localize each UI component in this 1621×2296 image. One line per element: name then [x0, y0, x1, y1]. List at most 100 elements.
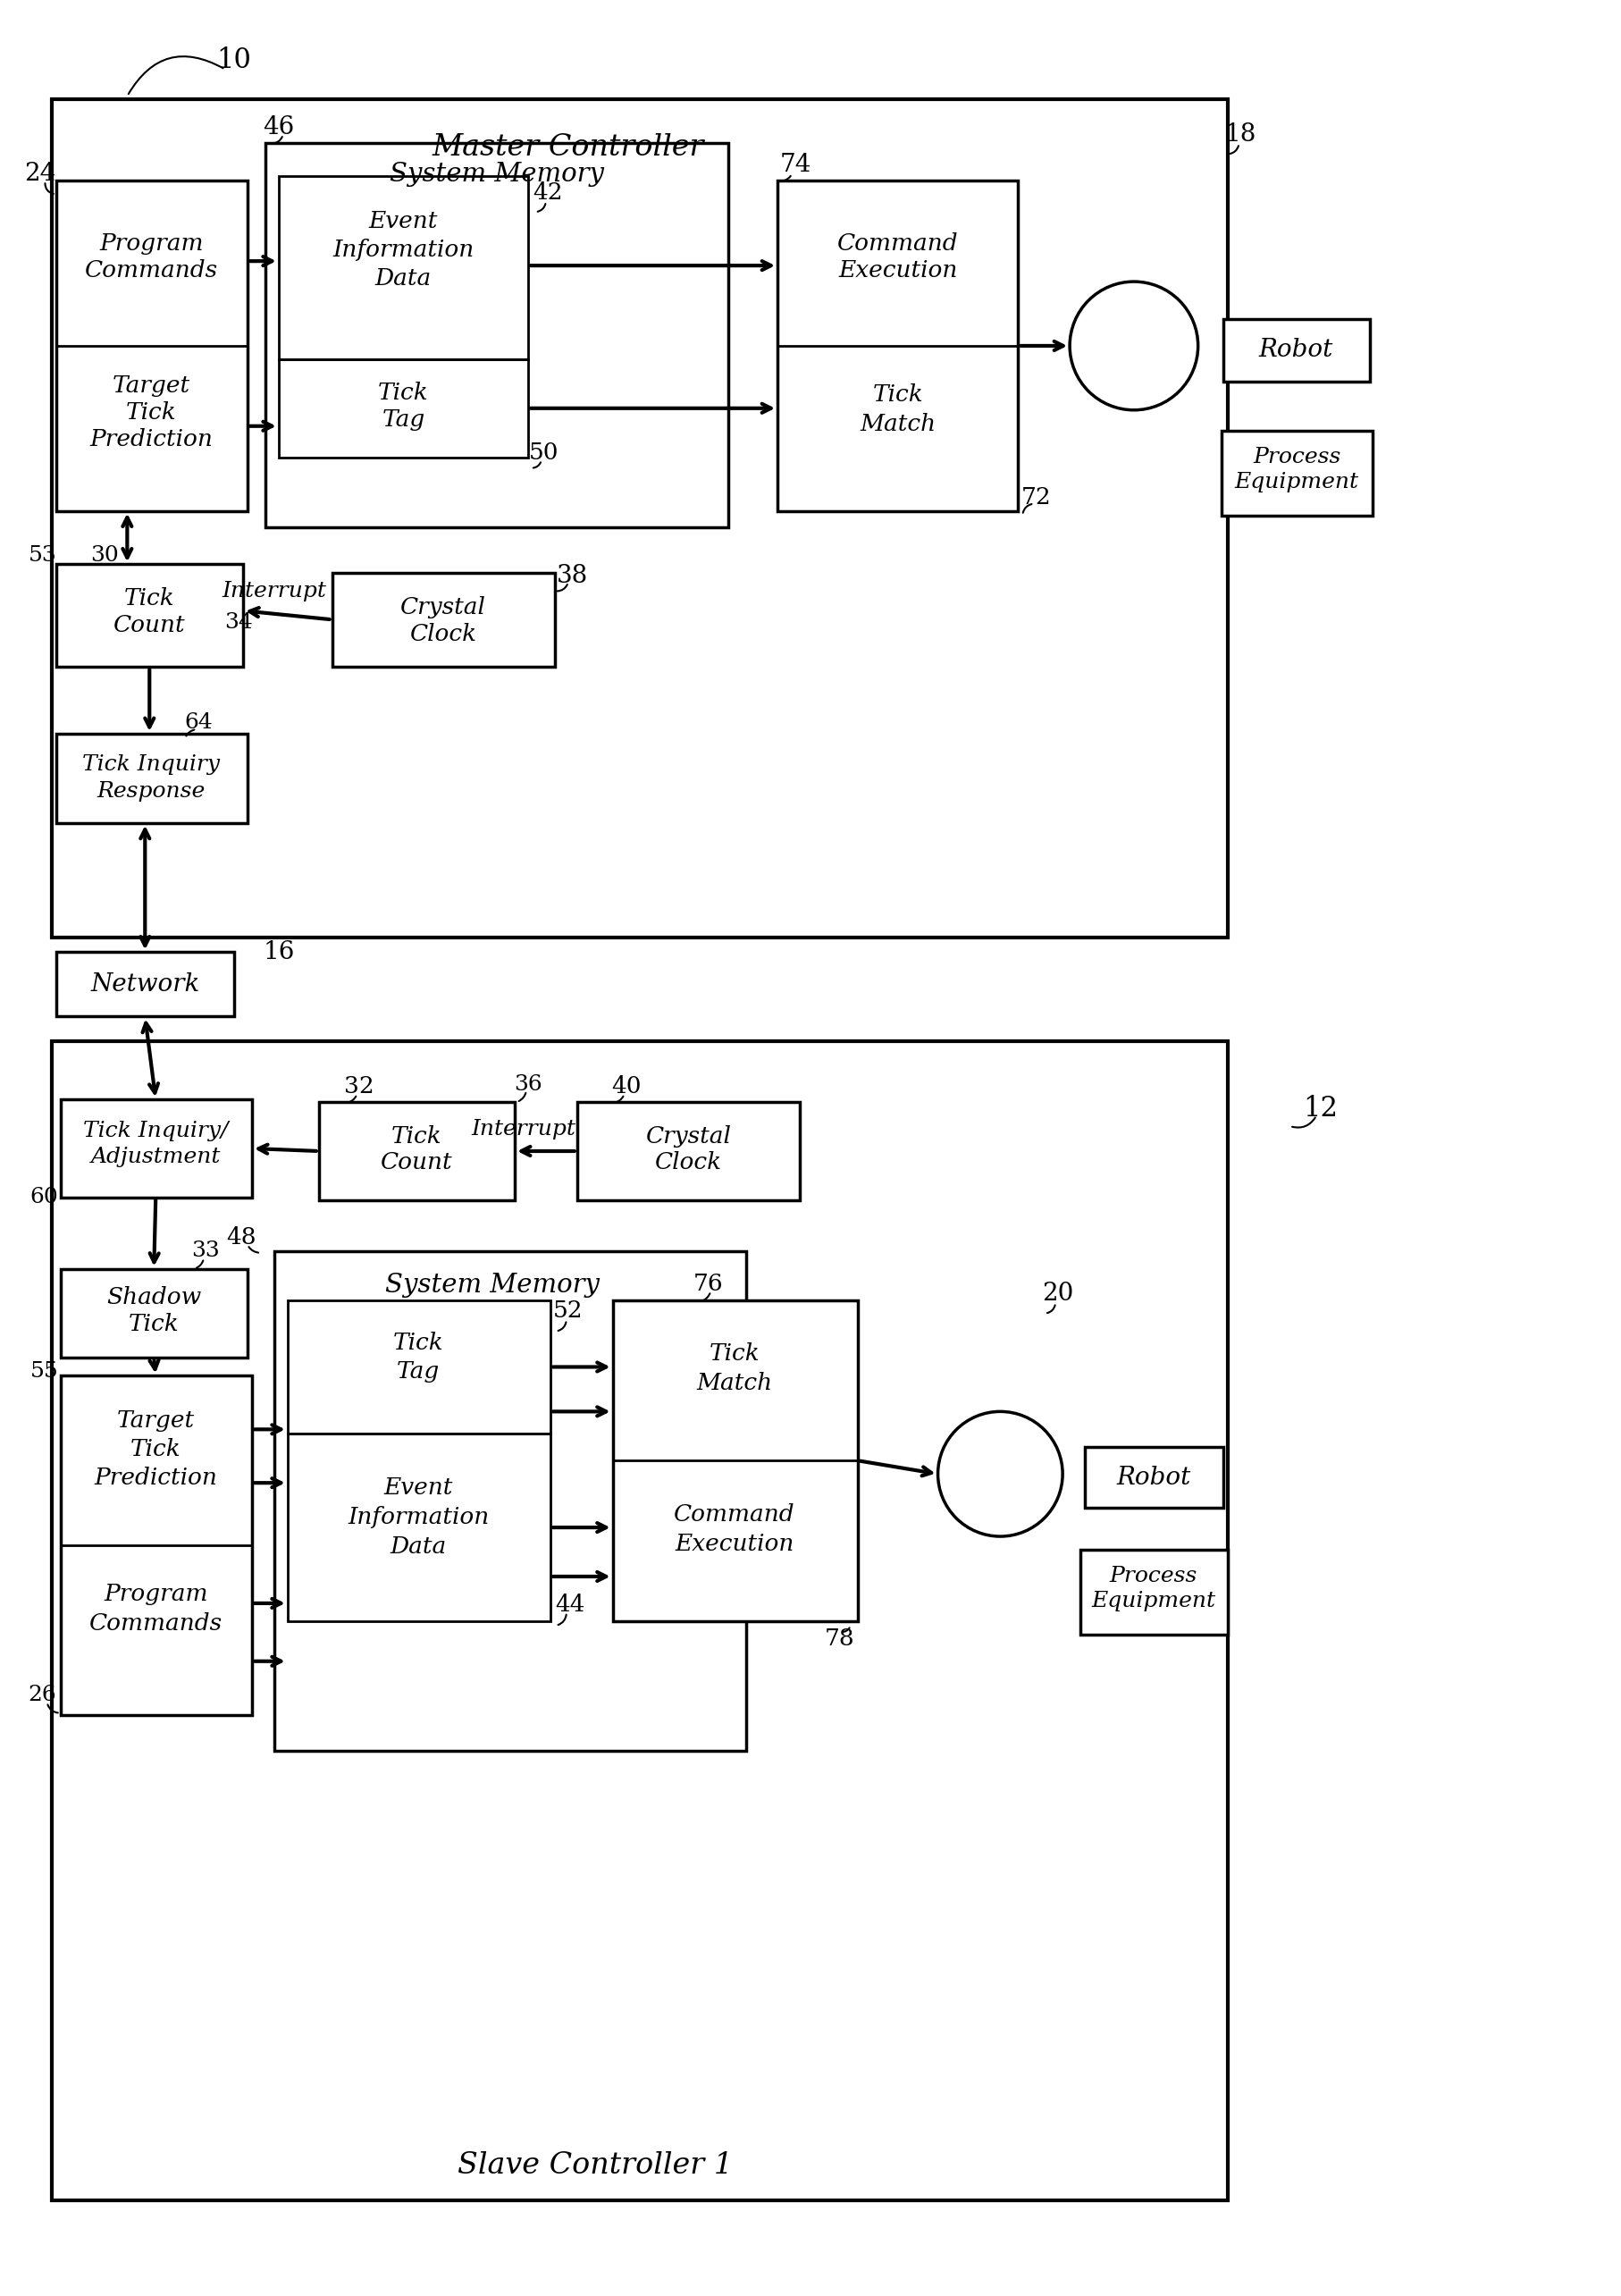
Bar	[1222, 319, 1370, 381]
Bar	[1080, 1550, 1227, 1635]
Text: 12: 12	[1303, 1095, 1337, 1123]
Text: 30: 30	[91, 544, 118, 565]
Text: 26: 26	[29, 1685, 57, 1706]
Text: Tick: Tick	[872, 383, 922, 406]
Bar	[613, 1300, 858, 1621]
Text: Program: Program	[99, 232, 203, 255]
Bar	[266, 142, 728, 526]
Text: Tick Inquiry/: Tick Inquiry/	[83, 1120, 229, 1141]
Text: Tick: Tick	[128, 1313, 180, 1336]
Text: 74: 74	[780, 154, 810, 177]
Text: 40: 40	[611, 1075, 640, 1097]
Text: Tick: Tick	[392, 1332, 444, 1355]
Text: Commands: Commands	[89, 1612, 222, 1635]
Text: Adjustment: Adjustment	[91, 1148, 220, 1169]
Text: 48: 48	[227, 1226, 256, 1249]
Bar	[287, 1433, 550, 1621]
Text: Match: Match	[697, 1371, 772, 1394]
Text: Tick: Tick	[378, 381, 428, 404]
Bar	[1221, 432, 1371, 514]
Bar	[332, 574, 554, 666]
Bar	[1084, 1446, 1222, 1508]
Text: Command: Command	[674, 1504, 794, 1525]
Text: 10: 10	[217, 46, 251, 73]
Bar	[274, 1251, 746, 1750]
Text: 50: 50	[528, 441, 559, 464]
Text: Process: Process	[1253, 448, 1341, 468]
Text: Robot: Robot	[1115, 1465, 1190, 1490]
Text: Match: Match	[859, 413, 935, 436]
Bar	[52, 99, 1227, 937]
Bar	[279, 358, 528, 457]
Text: Execution: Execution	[674, 1531, 794, 1554]
Text: Tag: Tag	[397, 1359, 439, 1382]
Text: 20: 20	[1042, 1281, 1073, 1306]
Text: 78: 78	[825, 1628, 854, 1651]
Bar	[776, 181, 1018, 510]
Text: 16: 16	[263, 939, 295, 964]
Text: 55: 55	[31, 1362, 58, 1382]
Text: Tick: Tick	[126, 402, 177, 425]
Text: Tick: Tick	[391, 1125, 443, 1148]
Text: Program: Program	[104, 1584, 207, 1605]
Text: Information: Information	[332, 239, 473, 262]
Text: Data: Data	[391, 1536, 446, 1557]
Bar	[577, 1102, 799, 1201]
Text: Crystal: Crystal	[400, 597, 486, 618]
Text: Command: Command	[836, 232, 958, 255]
Text: 33: 33	[191, 1240, 220, 1261]
Text: Information: Information	[347, 1506, 490, 1527]
Bar	[60, 1270, 248, 1357]
Text: Interrupt: Interrupt	[472, 1118, 575, 1139]
Text: Interrupt: Interrupt	[222, 581, 326, 602]
Text: Shadow: Shadow	[107, 1286, 201, 1309]
Text: System Memory: System Memory	[389, 163, 603, 186]
Text: 42: 42	[532, 181, 562, 204]
Bar	[279, 177, 528, 358]
Text: Tick: Tick	[130, 1437, 182, 1460]
Text: Master Controller: Master Controller	[431, 133, 704, 163]
Text: Slave Controller 1: Slave Controller 1	[457, 2151, 733, 2179]
Text: 36: 36	[514, 1075, 541, 1095]
Bar	[55, 735, 248, 822]
Text: 34: 34	[224, 613, 253, 634]
Text: Target: Target	[117, 1410, 195, 1433]
Text: Commands: Commands	[84, 259, 217, 280]
Text: Crystal: Crystal	[645, 1125, 731, 1148]
Text: 76: 76	[692, 1272, 723, 1295]
Text: Response: Response	[97, 781, 206, 801]
Text: 60: 60	[31, 1187, 58, 1208]
Bar	[287, 1300, 550, 1433]
Text: 32: 32	[344, 1075, 374, 1097]
Text: System Memory: System Memory	[386, 1272, 600, 1297]
Text: 64: 64	[185, 712, 212, 732]
Text: Prediction: Prediction	[94, 1467, 217, 1488]
Bar	[60, 1100, 251, 1199]
Bar	[55, 565, 243, 666]
Text: Tick: Tick	[708, 1343, 760, 1364]
Text: Data: Data	[374, 266, 431, 289]
Text: Event: Event	[384, 1476, 452, 1499]
Text: Network: Network	[91, 971, 199, 996]
Text: Equipment: Equipment	[1091, 1591, 1214, 1612]
Text: 38: 38	[556, 565, 588, 588]
Text: 72: 72	[1020, 487, 1050, 510]
Text: Target: Target	[112, 374, 190, 397]
Bar	[319, 1102, 514, 1201]
Text: Prediction: Prediction	[89, 429, 212, 450]
Text: 44: 44	[554, 1593, 585, 1616]
Text: Clock: Clock	[655, 1153, 721, 1173]
Bar	[55, 181, 248, 510]
Bar	[52, 1042, 1227, 2202]
Text: Process: Process	[1109, 1566, 1196, 1587]
Text: Execution: Execution	[838, 259, 956, 280]
Text: 18: 18	[1224, 122, 1256, 147]
Text: 53: 53	[29, 544, 57, 565]
Text: Tick Inquiry: Tick Inquiry	[83, 755, 220, 776]
Text: Event: Event	[368, 209, 438, 232]
Text: 24: 24	[24, 161, 55, 186]
Bar	[55, 953, 233, 1017]
Text: Tick: Tick	[125, 588, 175, 608]
Text: Tag: Tag	[381, 409, 425, 432]
Text: Equipment: Equipment	[1234, 473, 1358, 494]
